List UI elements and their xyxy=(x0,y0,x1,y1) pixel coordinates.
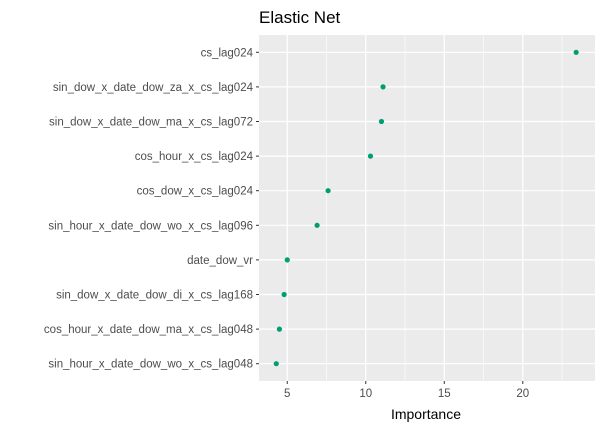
y-tick-label: cos_hour_x_cs_lag024 xyxy=(135,151,254,163)
grid-lines xyxy=(259,35,595,381)
y-tick-label: sin_dow_x_date_dow_ma_x_cs_lag072 xyxy=(49,117,253,129)
data-point xyxy=(367,153,374,159)
y-tick-label: sin_hour_x_date_dow_wo_x_cs_lag096 xyxy=(48,220,253,232)
data-point xyxy=(380,84,386,90)
data-point xyxy=(273,361,279,367)
data-point xyxy=(314,222,320,228)
chart-title: Elastic Net xyxy=(259,8,341,27)
x-axis-title: Importance xyxy=(391,406,461,422)
y-tick-label: cos_hour_x_date_dow_ma_x_cs_lag048 xyxy=(44,324,253,336)
data-point xyxy=(378,118,385,125)
data-point xyxy=(325,188,331,194)
x-tick-label: 15 xyxy=(438,388,451,400)
y-tick-label: cs_lag024 xyxy=(201,47,254,59)
x-tick-label: 10 xyxy=(359,388,372,400)
plot-panel xyxy=(259,35,595,381)
data-point xyxy=(573,49,579,55)
y-axis: cs_lag024 sin_dow_x_date_dow_za_x_cs_lag0… xyxy=(44,47,259,371)
data-point xyxy=(284,257,290,263)
y-tick-label: sin_dow_x_date_dow_di_x_cs_lag168 xyxy=(56,290,253,302)
x-axis: 5 10 15 20 xyxy=(284,381,529,400)
x-tick-label: 20 xyxy=(516,388,529,400)
data-point xyxy=(276,326,283,332)
y-tick-label: cos_dow_x_cs_lag024 xyxy=(137,186,254,198)
data-point xyxy=(281,291,287,298)
y-tick-label: date_dow_vr xyxy=(187,255,253,267)
data-points xyxy=(273,49,579,367)
y-tick-label: sin_hour_x_date_dow_wo_x_cs_lag048 xyxy=(48,359,253,371)
x-tick-label: 5 xyxy=(284,388,290,400)
y-tick-label: sin_dow_x_date_dow_za_x_cs_lag024 xyxy=(53,82,254,94)
